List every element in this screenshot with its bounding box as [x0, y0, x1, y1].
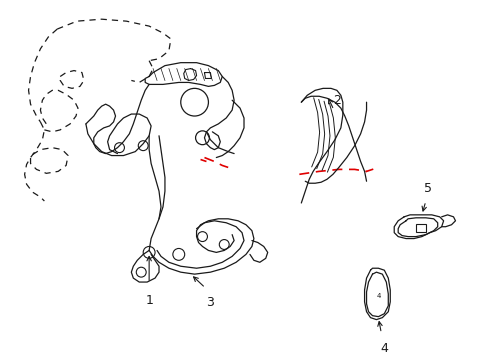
- Text: 4: 4: [375, 293, 380, 299]
- Text: 4: 4: [380, 342, 387, 355]
- Text: 1: 1: [145, 294, 153, 307]
- Text: 3: 3: [206, 296, 214, 309]
- Text: 2: 2: [332, 94, 340, 107]
- Bar: [415, 224, 425, 231]
- Text: 5: 5: [423, 182, 431, 195]
